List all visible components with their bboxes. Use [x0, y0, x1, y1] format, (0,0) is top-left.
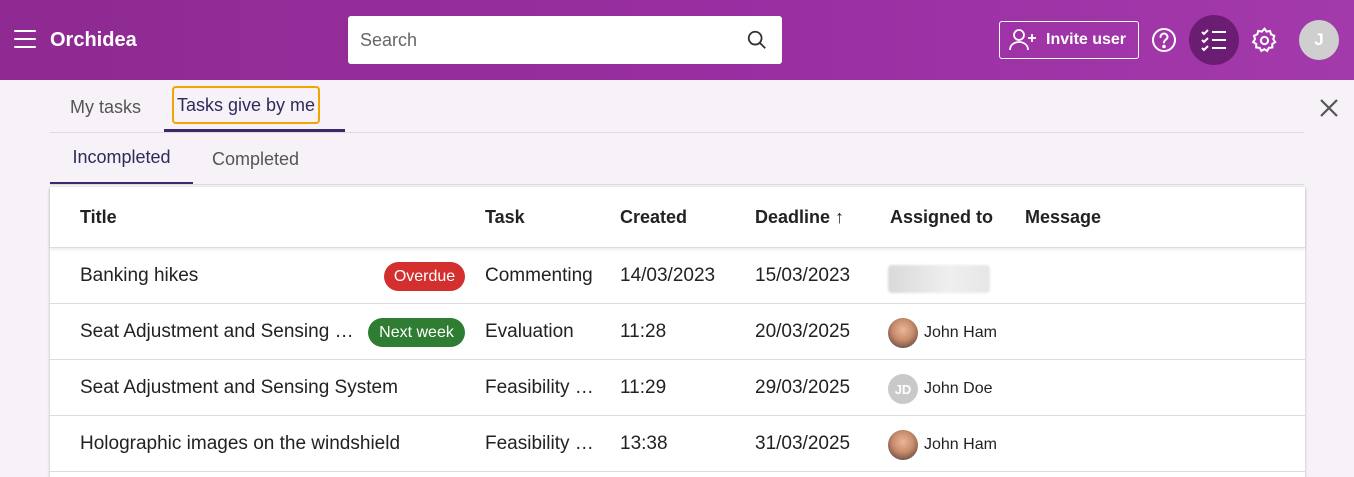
row-title: Seat Adjustment and Sensing System — [80, 377, 398, 398]
secondary-tabs: Incompleted Completed — [50, 133, 1304, 185]
invite-user-label: Invite user — [1046, 31, 1127, 48]
row-created: 13:38 — [620, 433, 668, 454]
row-deadline: 20/03/2025 — [755, 321, 851, 342]
tab-tasks-given-by-me[interactable]: Tasks give by me — [164, 80, 345, 132]
row-deadline: 31/03/2025 — [755, 433, 851, 454]
row-task: Feasibility study — [485, 377, 597, 398]
row-assignee: JD John Doe — [888, 374, 993, 404]
assignee-name: John Doe — [924, 380, 993, 397]
tab-tasks-given-by-me-label: Tasks give by me — [172, 86, 320, 124]
avatar — [888, 318, 918, 348]
row-assignee: John Ham — [888, 318, 997, 348]
gear-icon[interactable] — [1251, 27, 1278, 54]
avatar: JD — [888, 374, 918, 404]
row-task: Evaluation — [485, 321, 574, 342]
row-task: Feasibility study — [485, 433, 597, 454]
checklist-icon — [1201, 29, 1226, 52]
next-week-badge: Next week — [368, 318, 465, 347]
app-title: Orchidea — [50, 29, 137, 51]
user-avatar[interactable]: J — [1299, 20, 1339, 60]
tab-incompleted[interactable]: Incompleted — [50, 133, 193, 184]
row-deadline: 29/03/2025 — [755, 377, 851, 398]
row-assignee: John Ham — [888, 430, 997, 460]
search-icon[interactable] — [746, 29, 768, 51]
column-header-title[interactable]: Title — [80, 207, 117, 227]
task-list-button[interactable] — [1189, 15, 1239, 65]
tab-my-tasks[interactable]: My tasks — [70, 97, 142, 117]
column-header-task[interactable]: Task — [485, 207, 525, 227]
add-user-icon — [1009, 29, 1036, 51]
close-icon[interactable] — [1318, 97, 1340, 119]
column-header-deadline-label: Deadline — [755, 207, 831, 227]
column-header-message[interactable]: Message — [1025, 207, 1102, 227]
row-title: Banking hikes — [80, 265, 199, 286]
tasks-table: Title Task Created Deadline ↑ Assigned t… — [50, 187, 1305, 477]
row-title: Holographic images on the windshield — [80, 433, 401, 454]
column-header-created[interactable]: Created — [620, 207, 688, 227]
column-header-deadline[interactable]: Deadline ↑ — [755, 207, 844, 228]
assignee-name: John Ham — [924, 436, 997, 453]
assignee-name: John Ham — [924, 324, 997, 341]
tab-completed[interactable]: Completed — [212, 149, 300, 169]
redacted-assignee — [888, 265, 990, 293]
table-row[interactable]: Seat Adjustment and Sensing System Next … — [50, 304, 1305, 360]
row-created: 14/03/2023 — [620, 265, 716, 286]
table-row[interactable]: Holographic images on the windshield Fea… — [50, 416, 1305, 472]
sort-ascending-icon: ↑ — [835, 207, 845, 227]
row-title: Seat Adjustment and Sensing System — [80, 321, 361, 342]
table-row[interactable]: Banking hikes Overdue Commenting 14/03/2… — [50, 248, 1305, 304]
menu-icon[interactable] — [14, 30, 36, 50]
help-icon[interactable] — [1151, 27, 1177, 53]
overdue-badge: Overdue — [384, 262, 465, 291]
invite-user-button[interactable]: Invite user — [999, 21, 1139, 59]
table-header: Title Task Created Deadline ↑ Assigned t… — [50, 187, 1305, 248]
row-deadline: 15/03/2023 — [755, 265, 851, 286]
table-row[interactable]: Seat Adjustment and Sensing System Feasi… — [50, 360, 1305, 416]
avatar — [888, 430, 918, 460]
search-input[interactable] — [348, 16, 738, 64]
primary-tabs: My tasks Tasks give by me — [50, 80, 1304, 133]
column-header-assigned-to[interactable]: Assigned to — [890, 207, 994, 227]
top-bar: Orchidea Invite user J — [0, 0, 1354, 80]
row-created: 11:29 — [620, 377, 667, 398]
row-created: 11:28 — [620, 321, 667, 342]
row-task: Commenting — [485, 265, 593, 286]
search-box — [348, 16, 782, 64]
